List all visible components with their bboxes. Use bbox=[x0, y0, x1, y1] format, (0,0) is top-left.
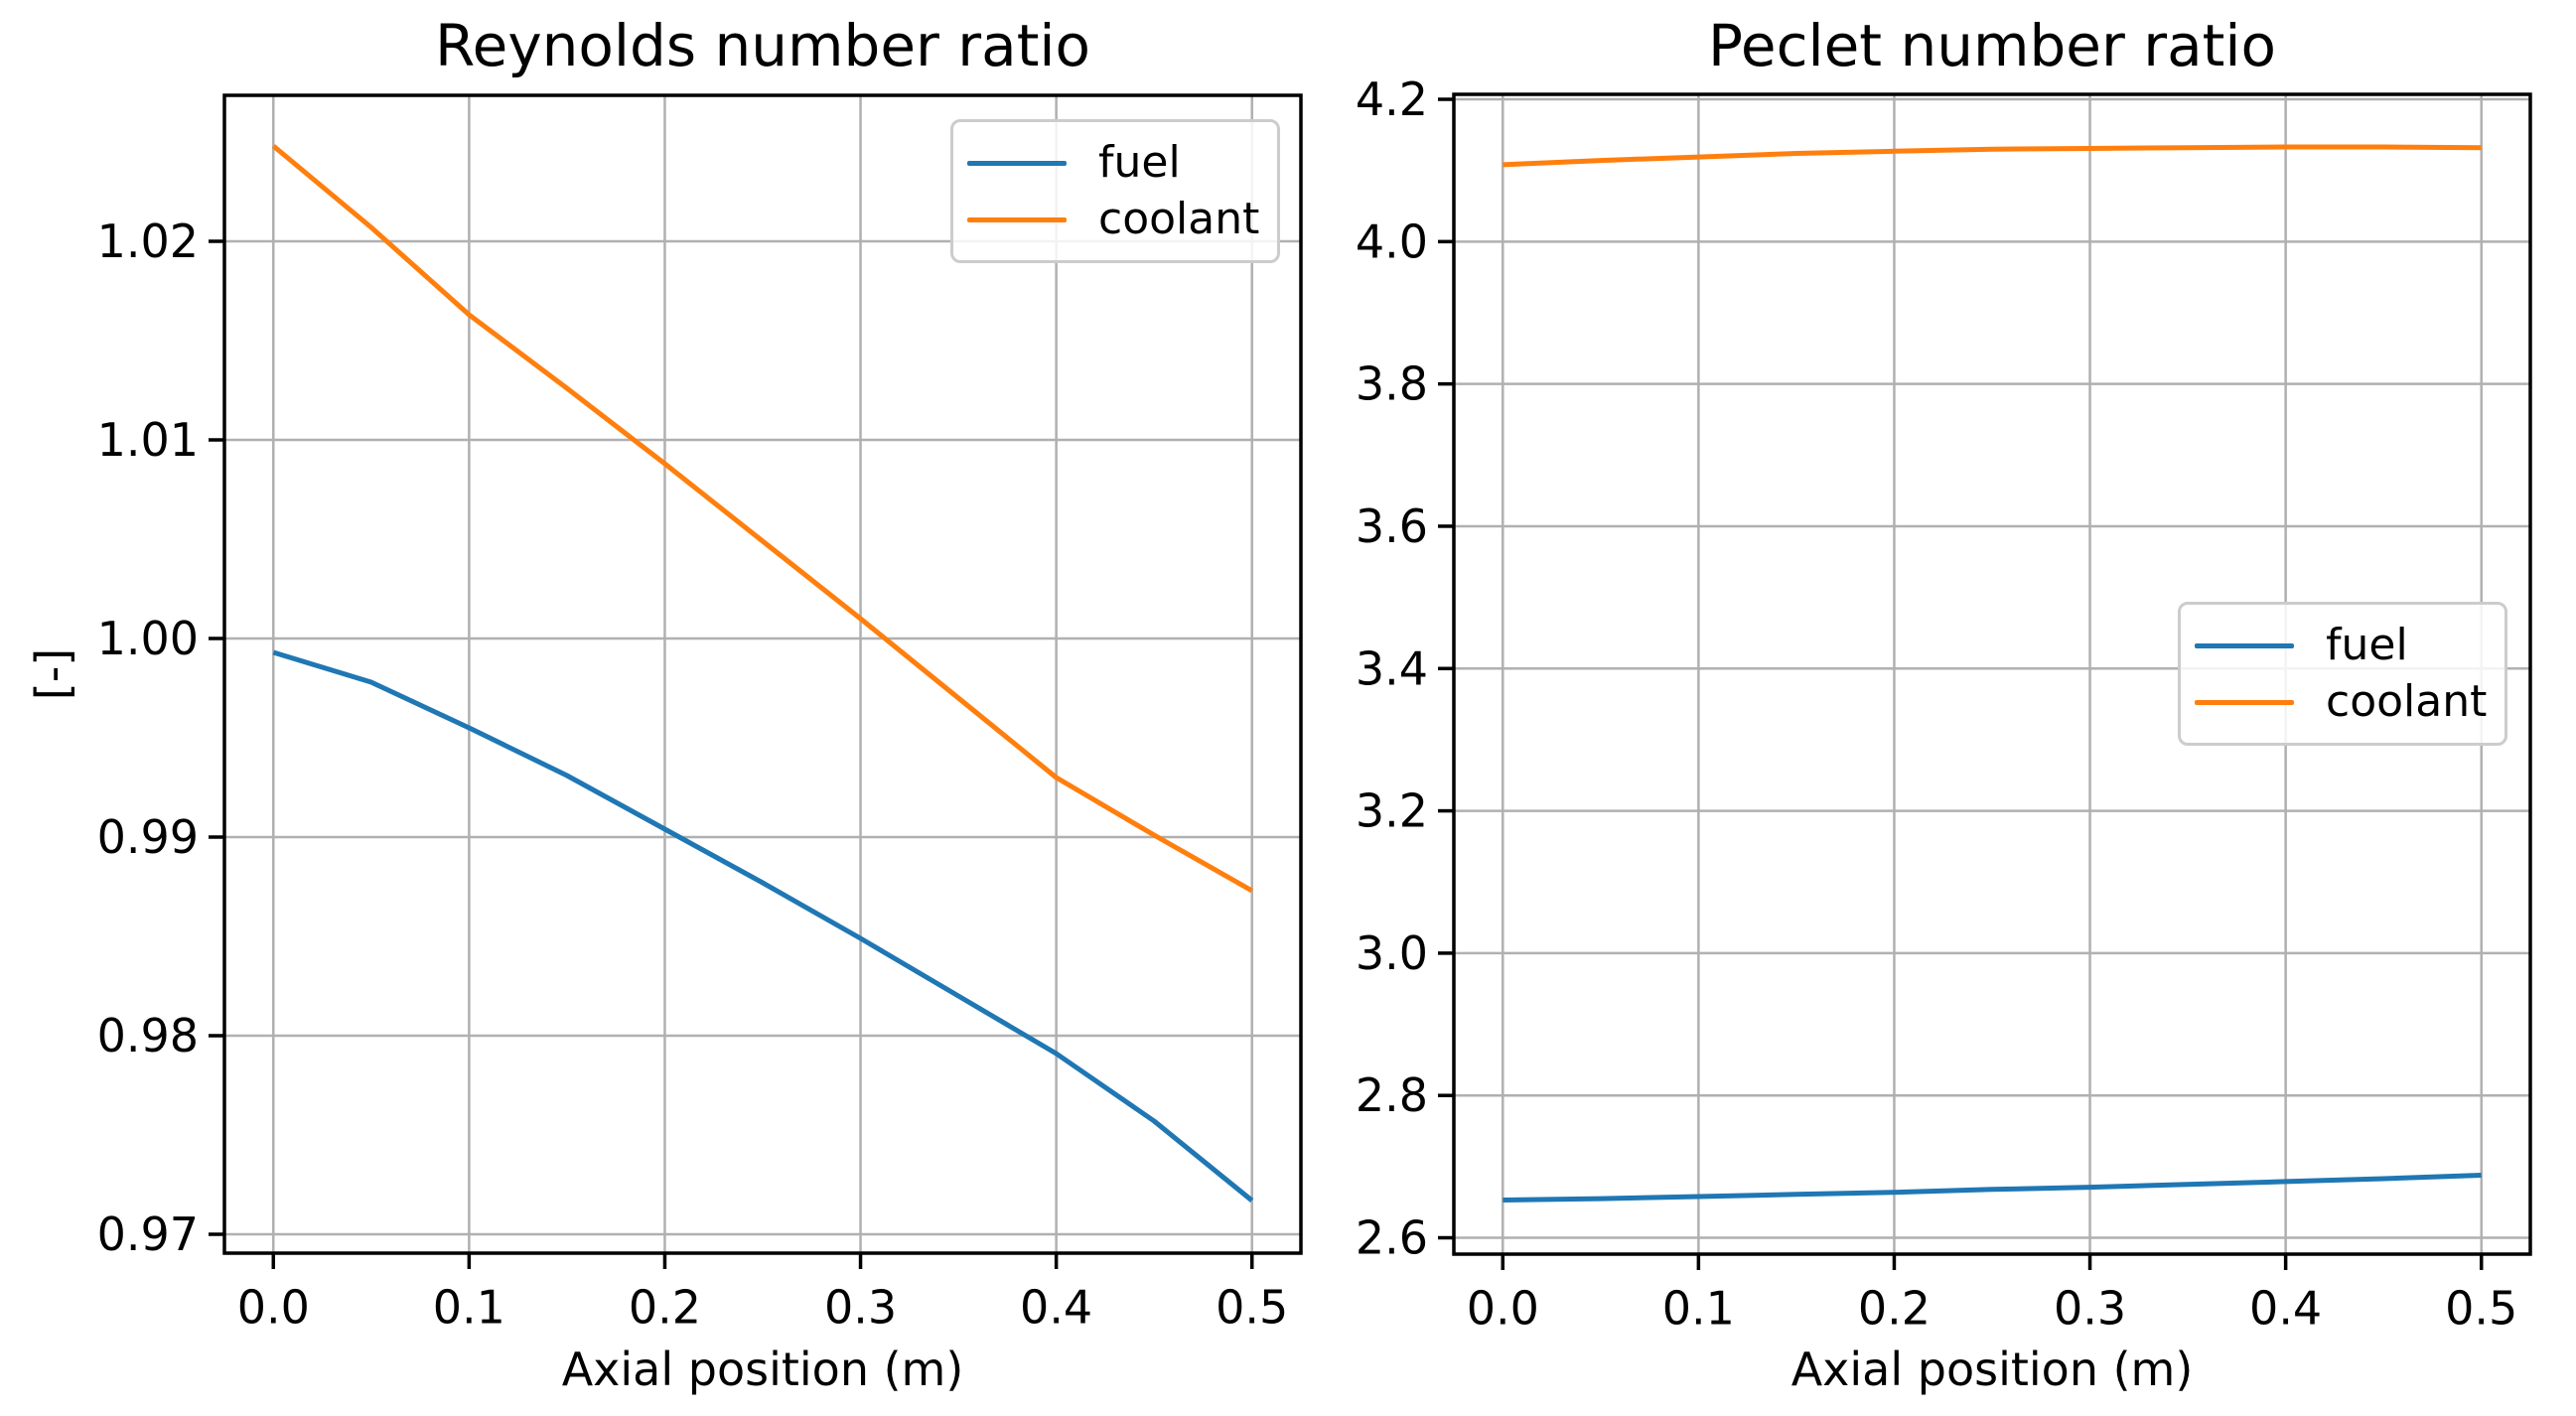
legend-entry-coolant: coolant bbox=[967, 198, 1263, 241]
legend-label-coolant: coolant bbox=[1098, 194, 1260, 244]
y-tick-label: 1.01 bbox=[97, 413, 199, 467]
y-tick-label: 0.99 bbox=[97, 810, 199, 864]
x-tick-label: 0.0 bbox=[237, 1280, 310, 1334]
y-tick-label: 3.8 bbox=[1356, 357, 1428, 411]
chart-title-reynolds: Reynolds number ratio bbox=[434, 12, 1091, 79]
legend-label-fuel: fuel bbox=[1098, 137, 1181, 188]
y-tick-label: 3.2 bbox=[1356, 784, 1428, 838]
y-tick-label: 4.2 bbox=[1356, 72, 1428, 126]
x-tick-label: 0.4 bbox=[2249, 1281, 2322, 1335]
x-tick-label: 0.1 bbox=[1662, 1281, 1735, 1335]
axes-spines bbox=[222, 93, 1303, 1255]
x-tick-label: 0.2 bbox=[629, 1280, 701, 1334]
y-tick-label: 0.98 bbox=[97, 1009, 199, 1062]
x-tick-label: 0.4 bbox=[1020, 1280, 1092, 1334]
y-tick-label: 4.0 bbox=[1356, 214, 1428, 268]
series-line-fuel bbox=[272, 649, 1254, 1203]
x-tick-label: 0.3 bbox=[2054, 1281, 2126, 1335]
y-tick-label: 1.02 bbox=[97, 214, 199, 268]
series-line-fuel bbox=[1503, 1173, 2482, 1203]
legend-label-coolant: coolant bbox=[2326, 676, 2488, 727]
legend-label-fuel: fuel bbox=[2326, 620, 2408, 670]
y-tick-label: 2.8 bbox=[1356, 1068, 1428, 1122]
x-tick-label: 0.3 bbox=[824, 1280, 897, 1334]
series-line-coolant bbox=[271, 144, 1253, 894]
x-tick-label: 0.5 bbox=[1216, 1280, 1288, 1334]
fuel-line-swatch bbox=[2195, 642, 2294, 648]
y-axis-label-left: [-] bbox=[26, 647, 79, 701]
y-tick-label: 3.6 bbox=[1356, 499, 1428, 553]
legend-entry-fuel: fuel bbox=[2195, 624, 2491, 667]
legend-entry-coolant: coolant bbox=[2195, 680, 2491, 724]
chart-title-peclet: Peclet number ratio bbox=[1708, 12, 2276, 79]
y-tick-label: 1.00 bbox=[97, 612, 199, 665]
fuel-line-swatch bbox=[967, 160, 1067, 166]
y-tick-label: 0.97 bbox=[97, 1207, 199, 1261]
legend-entry-fuel: fuel bbox=[967, 141, 1263, 185]
coolant-line-swatch bbox=[2195, 699, 2294, 705]
axes-spines bbox=[1452, 92, 2532, 1256]
legend-peclet: fuel coolant bbox=[2178, 602, 2507, 746]
legend-reynolds: fuel coolant bbox=[950, 119, 1280, 263]
y-tick-label: 3.0 bbox=[1356, 926, 1428, 980]
x-tick-label: 0.1 bbox=[433, 1280, 505, 1334]
x-axis-label-right: Axial position (m) bbox=[1790, 1343, 2194, 1396]
y-tick-label: 3.4 bbox=[1356, 641, 1428, 695]
x-tick-label: 0.0 bbox=[1467, 1281, 1539, 1335]
x-axis-label-left: Axial position (m) bbox=[561, 1343, 964, 1396]
x-tick-label: 0.2 bbox=[1858, 1281, 1931, 1335]
x-tick-label: 0.5 bbox=[2445, 1281, 2517, 1335]
y-tick-label: 2.6 bbox=[1356, 1211, 1428, 1265]
series-line-coolant bbox=[1503, 144, 2482, 168]
coolant-line-swatch bbox=[967, 216, 1067, 222]
